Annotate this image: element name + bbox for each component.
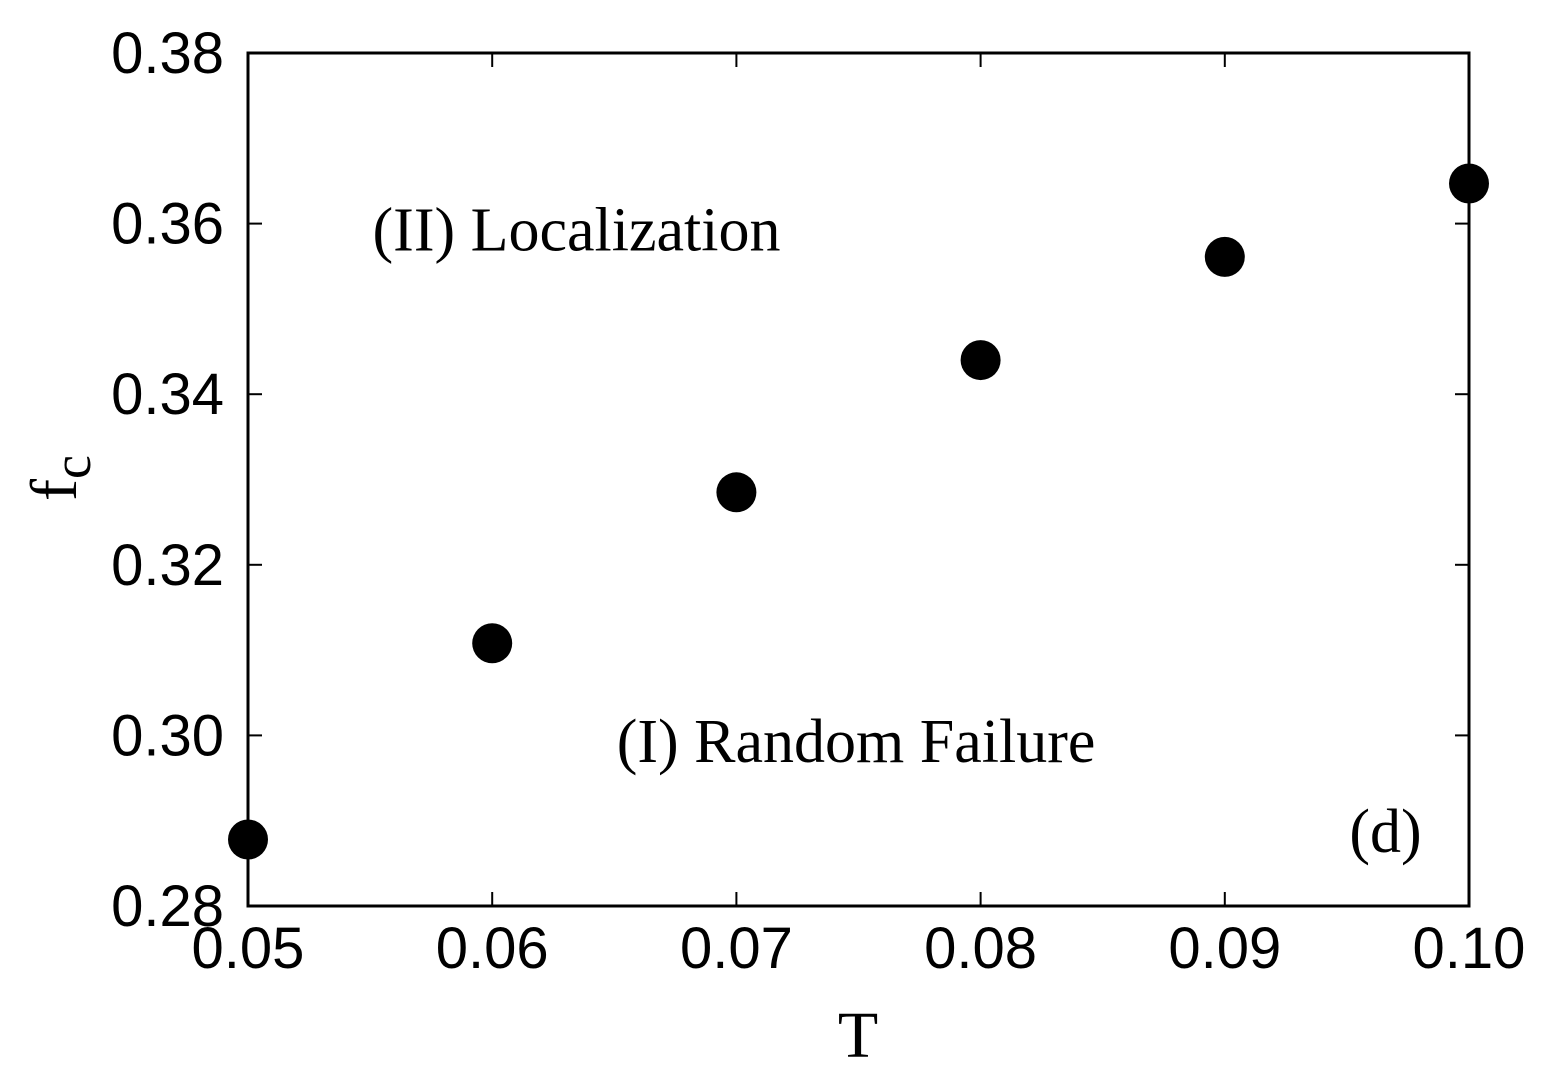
y-tick-label: 0.38	[111, 21, 224, 86]
data-point	[1449, 163, 1489, 204]
x-tick-labels: 0.05 0.06 0.07 0.08 0.09 0.10	[192, 916, 1526, 981]
y-tick-label: 0.34	[111, 362, 224, 427]
y-tick-label: 0.36	[111, 192, 224, 257]
data-point	[1204, 236, 1245, 277]
data-point	[472, 623, 513, 664]
x-tick-label: 0.08	[924, 916, 1037, 981]
y-axis-title-base: f	[18, 479, 91, 501]
x-tick-label: 0.09	[1168, 916, 1281, 981]
y-tick-label: 0.30	[111, 703, 224, 768]
annotations: (II) Localization (I) Random Failure (d)	[373, 196, 1422, 865]
x-tick-label: 0.10	[1413, 916, 1526, 981]
y-tick-label: 0.32	[111, 533, 224, 598]
plot-frame	[246, 51, 1471, 908]
y-tick-label: 0.28	[111, 874, 224, 939]
x-axis-title: T	[838, 999, 878, 1071]
x-tick-label: 0.05	[192, 916, 305, 981]
data-point	[716, 472, 757, 513]
annotation-label: (II) Localization	[373, 196, 781, 264]
data-point	[228, 819, 268, 860]
data-points	[228, 163, 1489, 860]
y-tick-labels: 0.28 0.30 0.32 0.34 0.36 0.38	[111, 21, 224, 939]
y-axis-title: fc	[18, 455, 102, 501]
annotation-label: (I) Random Failure	[617, 708, 1096, 776]
x-tick-label: 0.06	[436, 916, 549, 981]
annotation-label: (d)	[1349, 798, 1421, 866]
data-point	[960, 340, 1001, 381]
y-axis-title-subscript: c	[42, 455, 102, 479]
x-tick-label: 0.07	[680, 916, 793, 981]
ticks	[247, 52, 1470, 907]
